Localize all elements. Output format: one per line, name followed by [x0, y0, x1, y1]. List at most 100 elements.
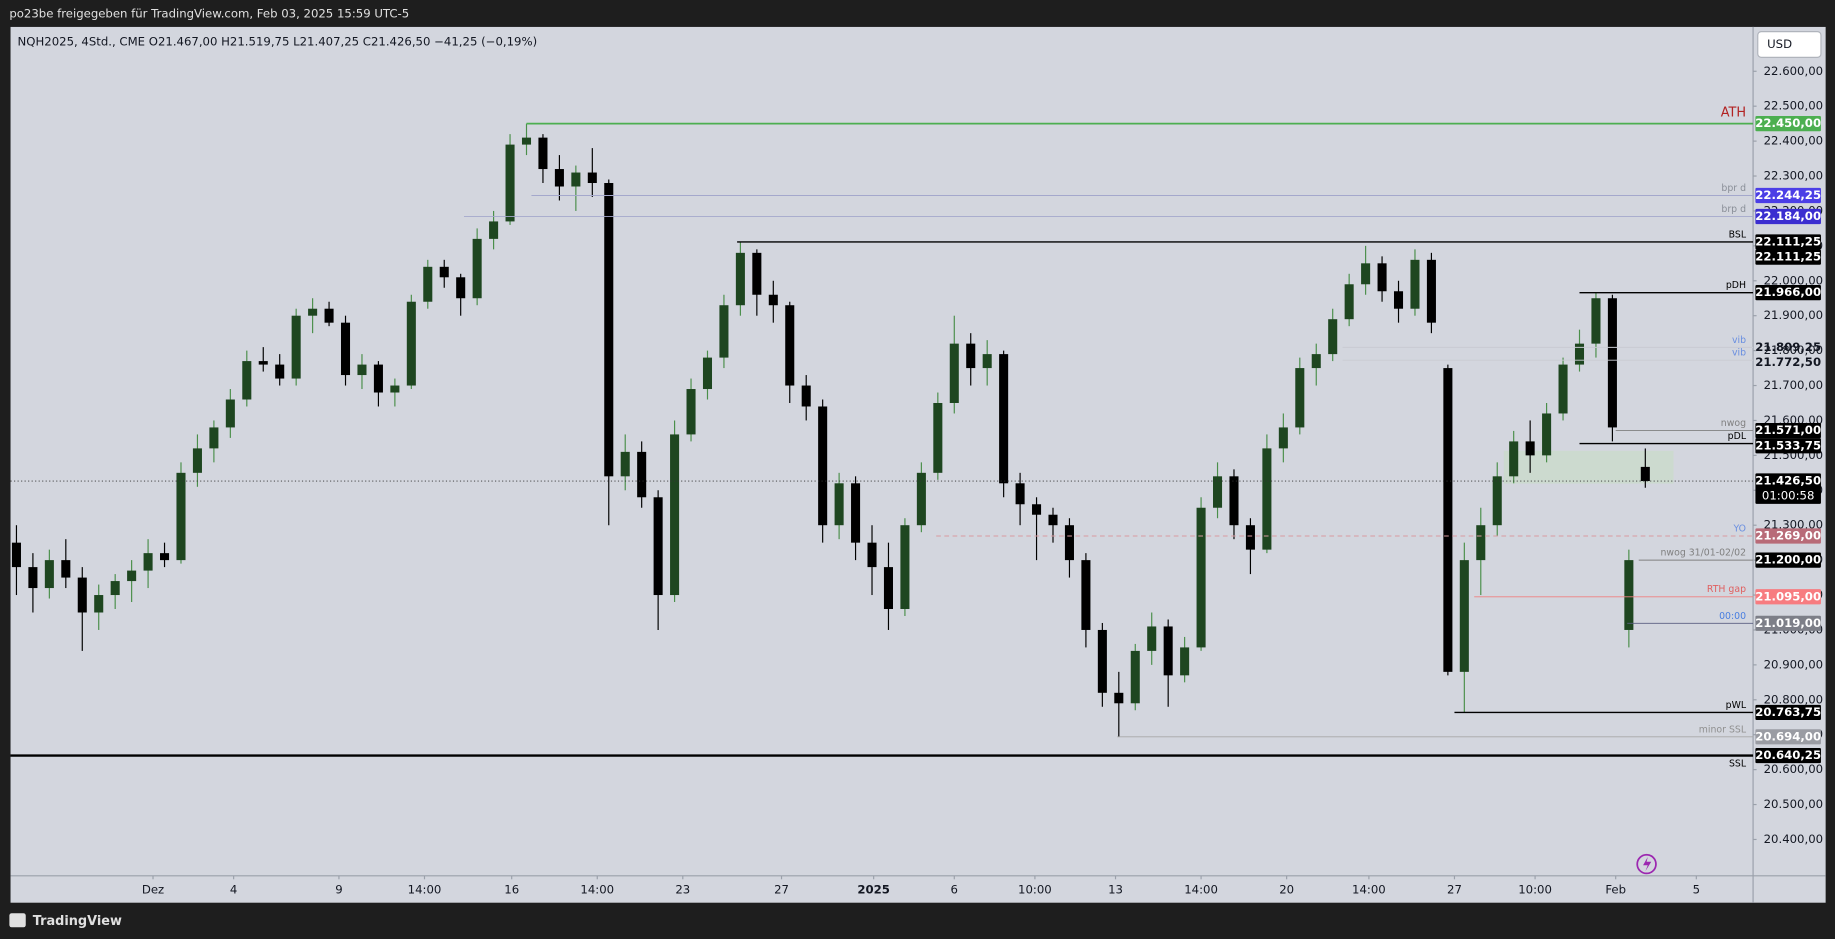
x-tick-label: 4 — [230, 882, 237, 896]
candle-body — [1048, 514, 1058, 526]
candle-body — [1640, 466, 1650, 482]
level-label: nwog 31/01-02/02 — [1661, 548, 1747, 559]
candle-body — [77, 577, 87, 613]
x-tick-label: 20 — [1279, 882, 1294, 896]
candle-body — [44, 560, 54, 589]
candle-body — [1295, 368, 1305, 428]
candle-body — [390, 385, 400, 393]
y-tick-label: 21.900,00 — [1764, 308, 1823, 322]
candle-body — [521, 137, 532, 145]
candle-body — [1426, 259, 1436, 323]
candle-body — [900, 525, 910, 610]
price-badge-label: 20.640,25 — [1755, 748, 1821, 762]
price-badge-label: 21.772,50 — [1755, 355, 1821, 369]
candle-body — [340, 322, 351, 376]
candle-body — [1542, 413, 1552, 456]
candle-body — [538, 137, 548, 170]
y-tick-label: 22.500,00 — [1764, 99, 1823, 113]
candle-body — [110, 581, 120, 596]
candle-body — [192, 448, 202, 473]
symbol-info: NQH2025, 4Std., CME O21.467,00 H21.519,7… — [18, 35, 538, 49]
countdown: 01:00:58 — [1762, 489, 1814, 503]
x-tick-label: 10:00 — [1018, 882, 1052, 896]
candle-body — [735, 252, 745, 306]
x-tick-label: Dez — [142, 882, 164, 896]
price-badge-label: 21.966,00 — [1755, 285, 1821, 299]
y-tick-label: 20.600,00 — [1764, 762, 1823, 776]
y-tick-label: 20.400,00 — [1764, 832, 1823, 846]
x-tick-label: 5 — [1693, 882, 1700, 896]
candle-body — [604, 183, 614, 477]
y-tick-label: 21.700,00 — [1764, 378, 1823, 392]
price-badge — [1755, 552, 1821, 568]
candle-body — [1525, 441, 1535, 456]
y-tick-label: 22.400,00 — [1764, 134, 1823, 148]
candle-body — [406, 301, 416, 386]
top-bar-text: po23be freigegeben für TradingView.com, … — [9, 7, 409, 21]
candle-body — [28, 567, 38, 589]
price-badge-label: 21.019,00 — [1755, 616, 1821, 630]
candle-body — [127, 570, 137, 582]
x-tick-label: 16 — [504, 882, 519, 896]
candle-body — [752, 252, 762, 295]
y-tick-label: 22.300,00 — [1764, 169, 1823, 183]
candle-body — [1015, 483, 1025, 505]
candle-body — [1459, 560, 1469, 672]
candle-body — [1393, 291, 1404, 309]
level-label: ATH — [1721, 106, 1746, 121]
x-tick-label: 23 — [675, 882, 690, 896]
candle-body — [982, 354, 992, 369]
x-tick-label: 14:00 — [580, 882, 614, 896]
candle-body — [242, 361, 252, 400]
price-badge-label: 21.809,25 — [1755, 340, 1821, 354]
level-label: pWL — [1726, 700, 1747, 711]
currency-button[interactable] — [1757, 31, 1822, 58]
candle-body — [1574, 343, 1585, 365]
candle-body — [1558, 364, 1568, 414]
candle-body — [11, 542, 21, 568]
candle-body — [1624, 560, 1634, 630]
candle-body — [1443, 368, 1453, 672]
candle-body — [999, 354, 1009, 484]
price-badge — [1755, 704, 1821, 721]
alert-icon[interactable] — [1636, 853, 1657, 875]
candle-body — [505, 144, 515, 222]
x-tick-label: 13 — [1108, 882, 1123, 896]
price-badge-label: 22.450,00 — [1755, 116, 1821, 130]
price-badge-label: 22.111,25 — [1755, 234, 1821, 248]
y-tick-label: 22.600,00 — [1764, 64, 1823, 78]
candle-body — [587, 172, 597, 184]
price-badge — [1755, 285, 1821, 301]
level-label: vib — [1732, 335, 1746, 346]
level-label: bpr d — [1721, 183, 1746, 194]
candle-body — [489, 221, 499, 239]
candle-body — [373, 364, 383, 393]
price-badge-label: 21.095,00 — [1755, 589, 1821, 603]
candle-body — [554, 169, 564, 187]
level-label: minor SSL — [1699, 724, 1747, 735]
candle-body — [719, 305, 729, 358]
candle-body — [1278, 427, 1288, 449]
candle-body — [1476, 525, 1486, 561]
y-tick-label: 20.500,00 — [1764, 797, 1823, 811]
candle-body — [176, 472, 186, 561]
candle-body — [653, 497, 663, 596]
y-tick-label: 21.300,00 — [1764, 518, 1823, 532]
candle-body — [620, 451, 630, 477]
candle-body — [61, 560, 71, 578]
price-badge — [1755, 438, 1821, 454]
currency[interactable]: USD — [1767, 37, 1792, 51]
x-tick-label: 6 — [951, 882, 958, 896]
alert-bolt — [1643, 857, 1652, 872]
level-label: RTH gap — [1707, 584, 1746, 595]
candle-body — [160, 553, 170, 561]
y-tick-label: 21.800,00 — [1764, 343, 1823, 357]
level-label: brp d — [1721, 204, 1746, 215]
y-tick-label: 22.000,00 — [1764, 273, 1823, 287]
candle-body — [1509, 441, 1519, 477]
candle-body — [209, 427, 219, 449]
candle-body — [1377, 263, 1387, 292]
y-tick-label: 20.800,00 — [1764, 692, 1823, 706]
candle-body — [456, 277, 466, 299]
